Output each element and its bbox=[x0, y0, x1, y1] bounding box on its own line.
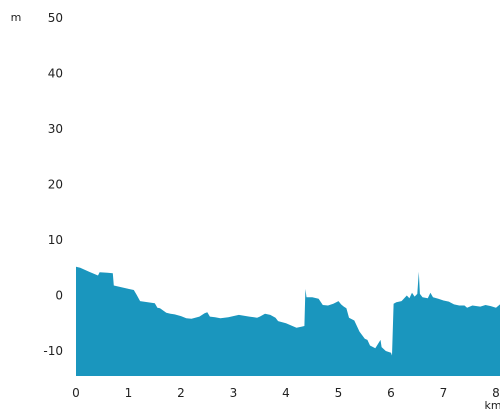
elevation-area bbox=[76, 266, 500, 376]
y-tick-label: 30 bbox=[48, 122, 63, 136]
x-tick-label: 1 bbox=[125, 386, 133, 400]
x-tick-label: 5 bbox=[335, 386, 343, 400]
x-tick-label: 7 bbox=[440, 386, 448, 400]
x-tick-label: 3 bbox=[230, 386, 238, 400]
y-tick-label: 40 bbox=[48, 67, 63, 81]
x-tick-label: 4 bbox=[282, 386, 290, 400]
x-tick-label: 6 bbox=[387, 386, 395, 400]
y-axis-ticks: 50 40 30 20 10 0 -10 bbox=[43, 11, 63, 358]
y-tick-label: 50 bbox=[48, 11, 63, 25]
y-tick-label: 0 bbox=[55, 289, 63, 303]
x-tick-label: 8 bbox=[492, 386, 500, 400]
y-axis-unit: m bbox=[11, 11, 22, 24]
x-axis-unit: km bbox=[484, 399, 500, 412]
y-tick-label: 20 bbox=[48, 178, 63, 192]
y-tick-label: 10 bbox=[48, 233, 63, 247]
x-axis-ticks: 0 1 2 3 4 5 6 7 8 bbox=[72, 386, 500, 400]
x-tick-label: 0 bbox=[72, 386, 80, 400]
y-tick-label: -10 bbox=[43, 344, 63, 358]
x-tick-label: 2 bbox=[177, 386, 185, 400]
